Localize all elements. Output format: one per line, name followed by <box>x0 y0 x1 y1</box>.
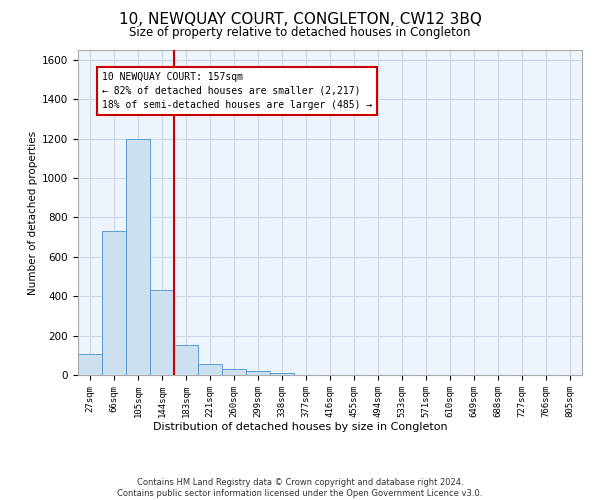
Bar <box>270 373 294 375</box>
Y-axis label: Number of detached properties: Number of detached properties <box>28 130 38 294</box>
Bar <box>150 290 174 375</box>
Bar <box>78 354 102 375</box>
Bar <box>198 364 222 375</box>
Text: 10 NEWQUAY COURT: 157sqm
← 82% of detached houses are smaller (2,217)
18% of sem: 10 NEWQUAY COURT: 157sqm ← 82% of detach… <box>102 72 372 110</box>
Bar <box>102 231 126 375</box>
Text: Contains HM Land Registry data © Crown copyright and database right 2024.
Contai: Contains HM Land Registry data © Crown c… <box>118 478 482 498</box>
Bar <box>222 370 246 375</box>
Bar <box>174 346 198 375</box>
Bar <box>126 138 150 375</box>
Text: Distribution of detached houses by size in Congleton: Distribution of detached houses by size … <box>152 422 448 432</box>
Bar <box>246 372 270 375</box>
Text: Size of property relative to detached houses in Congleton: Size of property relative to detached ho… <box>129 26 471 39</box>
Text: 10, NEWQUAY COURT, CONGLETON, CW12 3BQ: 10, NEWQUAY COURT, CONGLETON, CW12 3BQ <box>119 12 481 28</box>
